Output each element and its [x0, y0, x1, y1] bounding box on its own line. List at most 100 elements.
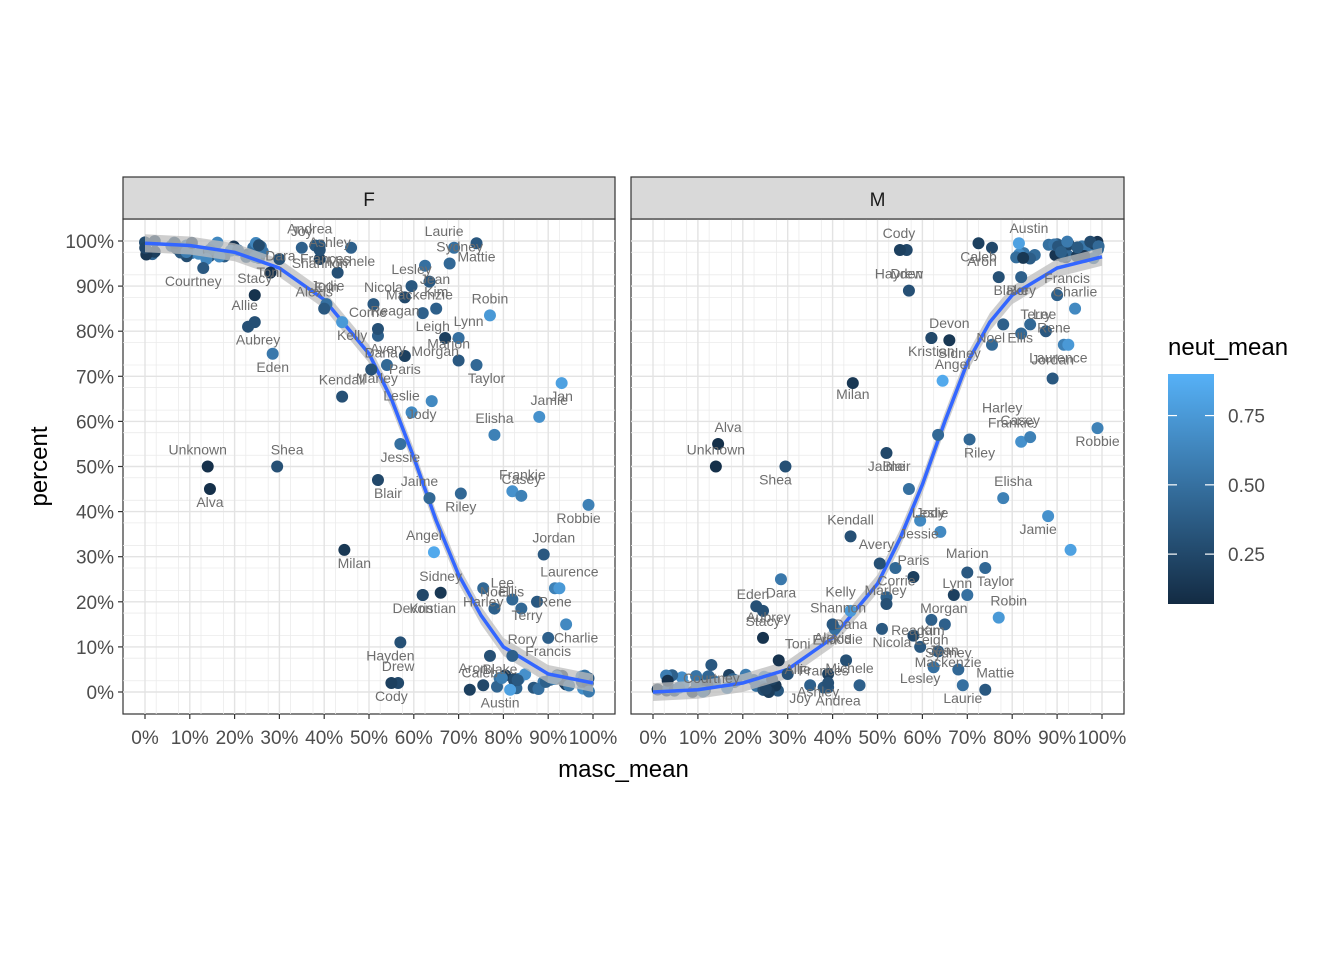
point-label: Taylor [468, 370, 506, 386]
point-leigh [925, 613, 938, 626]
point-frankie [506, 485, 519, 498]
point-label: Morgan [920, 600, 967, 616]
point-shannon [313, 244, 326, 257]
point [532, 683, 545, 696]
point-label: Laurie [425, 223, 464, 239]
point-label: Corrie [877, 572, 915, 588]
point-label: Kim [921, 622, 945, 638]
point-shea [779, 460, 792, 473]
point-label: Mattie [457, 248, 495, 264]
x-tick-label: 50% [350, 728, 388, 749]
point-dara [772, 654, 785, 667]
point-marley [380, 359, 393, 372]
point-label: Laurence [540, 563, 599, 579]
point-label: Leigh [914, 632, 948, 648]
point-label: Marley [356, 370, 398, 386]
point-label: Alexis [814, 629, 851, 645]
legend: neut_mean 0.25 0.50 0.75 [1168, 334, 1288, 604]
point-label: Noel [976, 329, 1005, 345]
point-label: Kendall [827, 511, 874, 527]
point [1071, 241, 1084, 254]
point-blair [880, 446, 893, 459]
point-eden [266, 347, 279, 360]
point-hayden [902, 284, 915, 297]
point-courtney [705, 658, 718, 671]
point-shannon [822, 676, 835, 689]
x-tick-label: 60% [903, 728, 941, 749]
y-tick-label: 90% [76, 277, 114, 298]
point-label: Jamie [531, 392, 569, 408]
y-tick-label: 50% [76, 458, 114, 479]
smooth-line [144, 241, 594, 685]
point-jamie [533, 410, 546, 423]
point-label: Elisha [475, 410, 513, 426]
point-label: Dana [365, 345, 399, 361]
point-lynn [961, 589, 974, 602]
point-eden [774, 573, 787, 586]
point-morgan [439, 331, 452, 344]
x-tick-label: 80% [484, 728, 522, 749]
point-label: Kendall [319, 372, 366, 388]
legend-tick-label: 0.75 [1228, 407, 1265, 428]
point-label: Jody [916, 505, 946, 521]
point-courtney [197, 262, 210, 275]
point-marion [452, 354, 465, 367]
point-robin [483, 309, 496, 322]
point-label: Stacy [237, 270, 272, 286]
point-corrie [880, 598, 893, 611]
point-label: Ellis [1007, 329, 1033, 345]
point-jaime [932, 428, 945, 441]
point-alva [712, 437, 725, 450]
point-marley [889, 561, 902, 574]
point-label: Aubrey [236, 332, 280, 348]
point-label: Hayden [875, 266, 923, 282]
strip-label-F: F [363, 190, 375, 211]
point-lesley [914, 640, 927, 653]
point-robin [992, 611, 1005, 624]
point-label: Robin [472, 290, 509, 306]
point-harley [985, 338, 998, 351]
point-sydney [443, 257, 456, 270]
point-blair [371, 474, 384, 487]
point [495, 672, 508, 685]
x-tick-label: 40% [814, 728, 852, 749]
point-unknown [709, 460, 722, 473]
point-jodie [840, 654, 853, 667]
point-unknown [201, 460, 214, 473]
panel-M: M Cody Caleb Austin Aron Drew Blake Hayden Rory F… [630, 176, 1125, 715]
point-lynn [452, 331, 465, 344]
point-label: Caleb [960, 248, 997, 264]
x-tick-label: 10% [679, 728, 717, 749]
point-label: Sidney [419, 568, 462, 584]
y-tick-label: 60% [76, 412, 114, 433]
point-kristian [416, 589, 429, 602]
point-paris [398, 350, 411, 363]
point-caleb [463, 683, 476, 696]
point-label: Jaime [868, 458, 906, 474]
y-tick-label: 20% [76, 593, 114, 614]
point-label: Avery [859, 536, 895, 552]
point-milan [846, 377, 859, 390]
point-milan [338, 543, 351, 556]
point-label: Cody [883, 225, 916, 241]
point-casey [515, 489, 528, 502]
point-ashley [313, 253, 326, 266]
point-label: Paris [389, 361, 421, 377]
point-jessie [902, 483, 915, 496]
point-label: Alexis [296, 284, 333, 300]
point-label: Kelly [825, 584, 855, 600]
point-kelly [336, 316, 349, 329]
point-label: Robin [990, 593, 1027, 609]
point-label: Leslie [912, 505, 949, 521]
point-laurence [1062, 338, 1075, 351]
point-charlie [1069, 302, 1082, 315]
point-label: Marion [427, 336, 470, 352]
point-lee [506, 593, 519, 606]
point-mattie [470, 237, 483, 250]
point-reagan [398, 291, 411, 304]
point-label: Alva [714, 419, 741, 435]
point-label: Ellis [498, 584, 524, 600]
point-label: Jamie [1019, 521, 1057, 537]
point-label: Shannon [292, 255, 348, 271]
